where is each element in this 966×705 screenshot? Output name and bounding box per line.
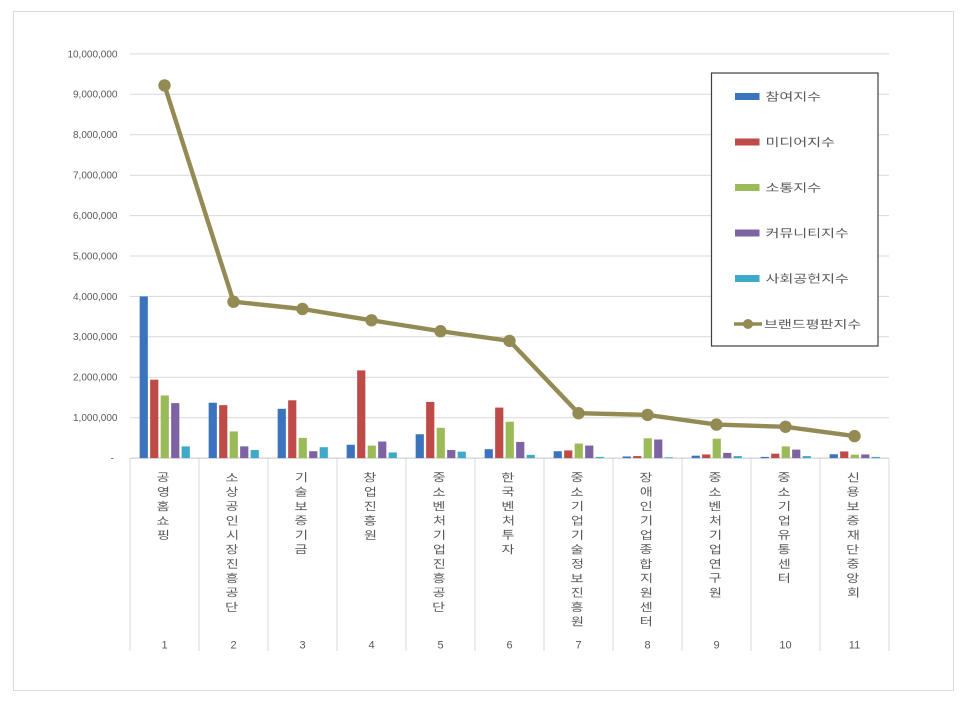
svg-text:6: 6 bbox=[506, 640, 512, 652]
svg-text:2,000,000: 2,000,000 bbox=[73, 373, 118, 384]
svg-text:10,000,000: 10,000,000 bbox=[67, 49, 117, 60]
svg-text:10: 10 bbox=[779, 640, 791, 652]
svg-text:4,000,000: 4,000,000 bbox=[73, 292, 118, 303]
svg-text:1,000,000: 1,000,000 bbox=[73, 413, 118, 424]
svg-text:7: 7 bbox=[575, 640, 581, 652]
svg-text:7,000,000: 7,000,000 bbox=[73, 171, 118, 182]
svg-text:8,000,000: 8,000,000 bbox=[73, 130, 118, 141]
svg-text:3: 3 bbox=[299, 640, 305, 652]
svg-text:11: 11 bbox=[849, 640, 860, 652]
svg-text:-: - bbox=[111, 454, 114, 465]
svg-text:1: 1 bbox=[161, 640, 167, 652]
svg-text:8: 8 bbox=[644, 640, 650, 652]
svg-text:6,000,000: 6,000,000 bbox=[73, 211, 118, 222]
svg-text:9: 9 bbox=[713, 640, 719, 652]
svg-text:2: 2 bbox=[230, 640, 236, 652]
svg-text:5,000,000: 5,000,000 bbox=[73, 251, 118, 262]
svg-text:5: 5 bbox=[437, 640, 443, 652]
svg-text:4: 4 bbox=[368, 640, 374, 652]
svg-text:3,000,000: 3,000,000 bbox=[73, 332, 118, 343]
svg-text:9,000,000: 9,000,000 bbox=[73, 90, 118, 101]
